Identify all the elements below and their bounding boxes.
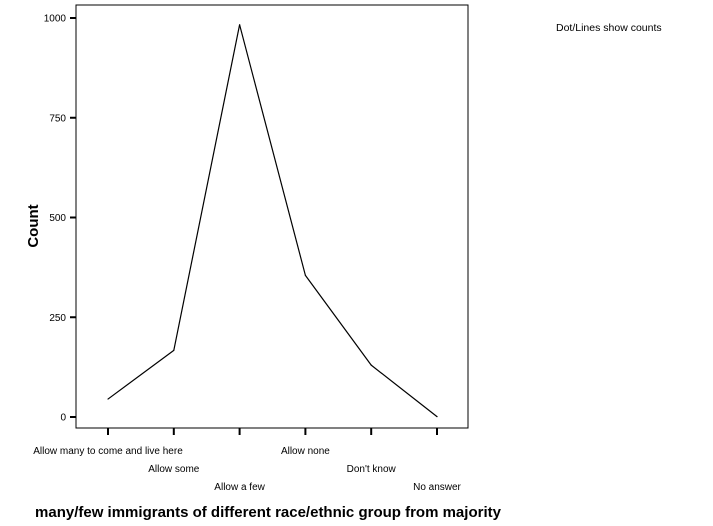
- x-axis-label: many/few immigrants of different race/et…: [35, 504, 502, 521]
- series-layer: [107, 24, 438, 418]
- data-point: [107, 398, 109, 400]
- y-tick-label: 250: [49, 313, 66, 324]
- x-axis: Allow many to come and live here Allow so…: [33, 428, 462, 493]
- x-tick-label: No answer: [413, 482, 461, 493]
- x-tick-label: Allow none: [281, 446, 330, 457]
- data-point: [370, 364, 372, 366]
- x-tick-label: Don't know: [347, 464, 397, 475]
- data-point: [304, 274, 306, 276]
- y-tick-label: 750: [49, 113, 66, 124]
- y-axis-label: Count: [25, 204, 42, 247]
- series-line-segment: [173, 24, 241, 351]
- y-tick-label: 0: [60, 413, 66, 424]
- series-line-segment: [304, 275, 372, 366]
- x-tick-label: Allow some: [148, 464, 200, 475]
- y-tick-label: 1000: [44, 14, 67, 25]
- data-point: [239, 24, 241, 26]
- y-axis: 0 250 500 750 1000: [44, 14, 76, 424]
- plot-frame: [75, 4, 469, 429]
- series-line-segment: [239, 24, 306, 276]
- x-tick-label: Allow a few: [214, 482, 265, 493]
- x-tick-label: Allow many to come and live here: [33, 446, 183, 457]
- series-line-segment: [370, 364, 438, 418]
- data-point: [436, 416, 438, 418]
- series-line-segment: [107, 349, 175, 400]
- chart-annotation: Dot/Lines show counts: [556, 22, 662, 34]
- data-point: [173, 349, 175, 351]
- y-tick-label: 500: [49, 213, 66, 224]
